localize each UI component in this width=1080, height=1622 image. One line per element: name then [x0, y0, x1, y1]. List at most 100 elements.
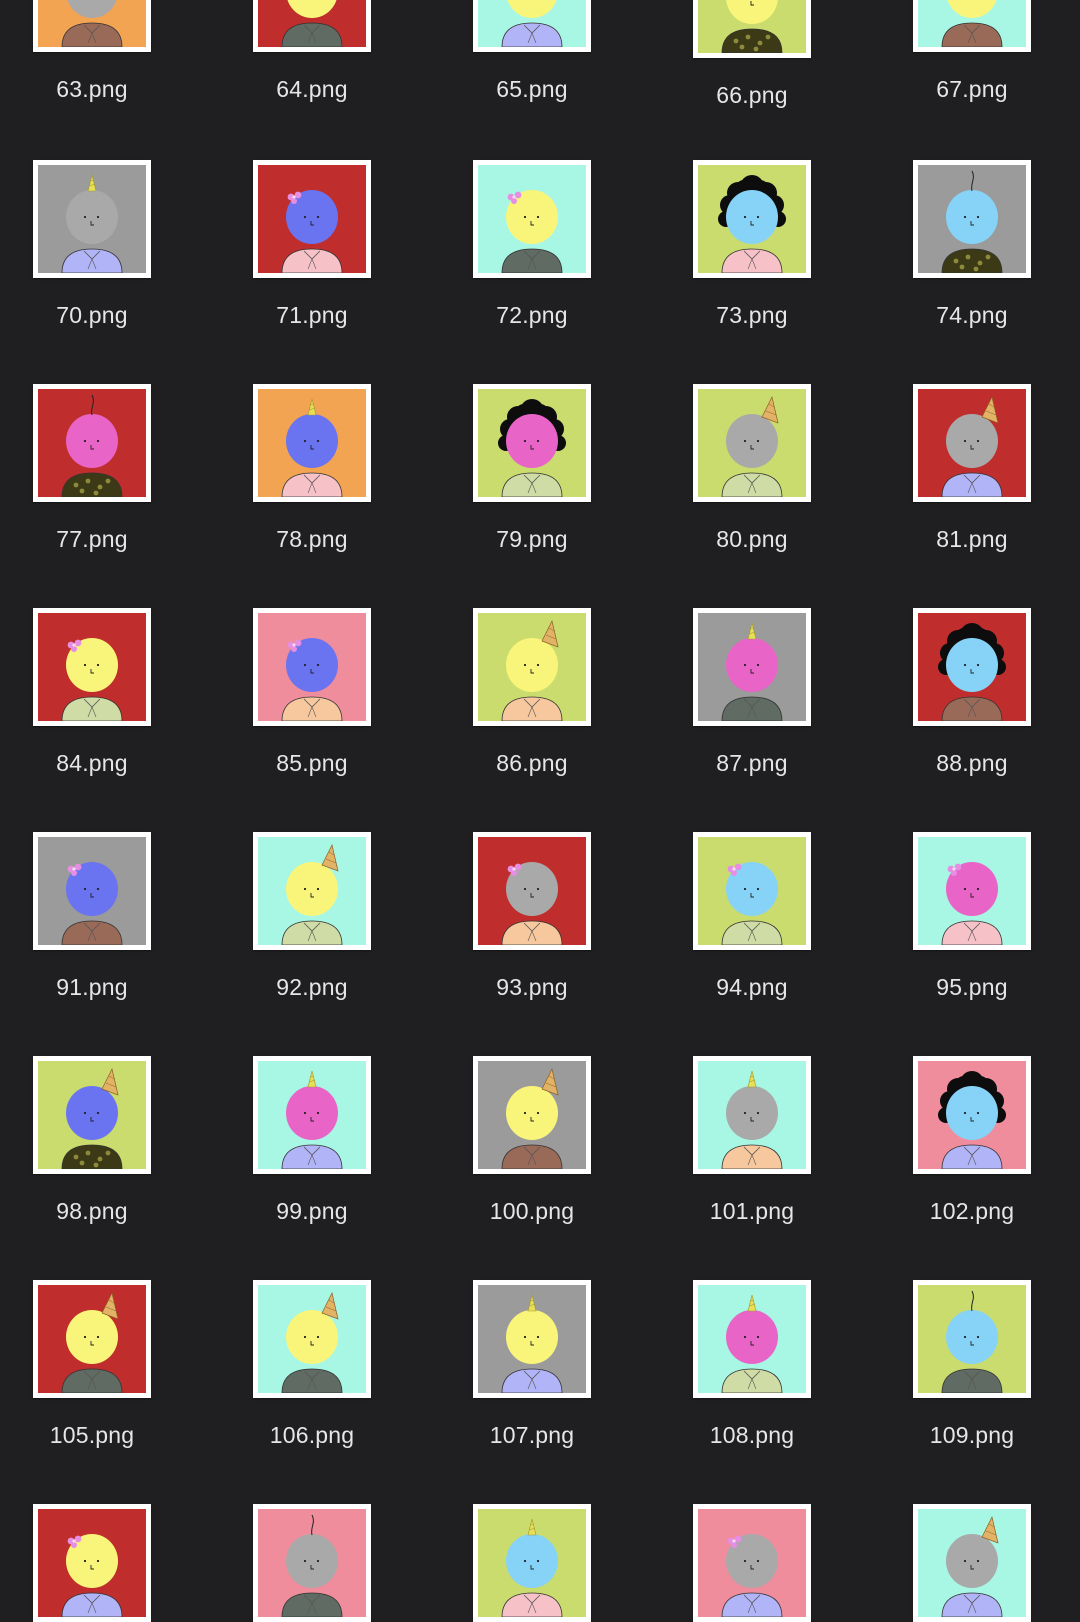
file-name-label[interactable]: 108.png: [709, 1422, 795, 1448]
file-thumbnail[interactable]: [253, 608, 371, 726]
file-thumbnail[interactable]: [913, 1504, 1031, 1622]
file-thumbnail[interactable]: [253, 160, 371, 278]
file-thumbnail[interactable]: [693, 832, 811, 950]
file-thumbnail[interactable]: [473, 1280, 591, 1398]
shirt-shape: [721, 1144, 783, 1169]
avatar-image: [698, 0, 806, 53]
file-thumbnail[interactable]: [913, 160, 1031, 278]
file-name-label[interactable]: 79.png: [496, 526, 568, 552]
shirt-shape: [501, 248, 563, 273]
avatar-image: [918, 165, 1026, 273]
file-name-label[interactable]: 85.png: [276, 750, 348, 776]
avatar-image: [918, 1509, 1026, 1617]
file-name-label[interactable]: 67.png: [936, 76, 1008, 102]
file-thumbnail[interactable]: [33, 1504, 151, 1622]
file-name-label[interactable]: 63.png: [56, 76, 128, 102]
file-thumbnail[interactable]: [693, 160, 811, 278]
file-thumbnail[interactable]: [473, 832, 591, 950]
file-thumbnail[interactable]: [693, 608, 811, 726]
file-name-label[interactable]: 84.png: [56, 750, 128, 776]
file-thumbnail[interactable]: [693, 1504, 811, 1622]
shirt-shape: [721, 1368, 783, 1393]
file-name-label[interactable]: 64.png: [276, 76, 348, 102]
avatar-image: [258, 837, 366, 945]
file-thumbnail[interactable]: [913, 0, 1031, 52]
file-name-label[interactable]: 80.png: [716, 526, 788, 552]
file-name-label[interactable]: 92.png: [276, 974, 348, 1000]
file-name-label[interactable]: 65.png: [496, 76, 568, 102]
shirt-shape: [281, 472, 343, 497]
shirt-shape: [941, 920, 1003, 945]
file-name-label[interactable]: 91.png: [56, 974, 128, 1000]
file-name-label[interactable]: 74.png: [936, 302, 1008, 328]
file-thumbnail[interactable]: [913, 384, 1031, 502]
file-name-label[interactable]: 102.png: [929, 1198, 1015, 1224]
avatar-image: [698, 165, 806, 273]
file-name-label[interactable]: 109.png: [929, 1422, 1015, 1448]
file-name-label[interactable]: 73.png: [716, 302, 788, 328]
file-thumbnail[interactable]: [473, 0, 591, 52]
avatar-image: [258, 165, 366, 273]
avatar-image: [698, 613, 806, 721]
avatar-image: [478, 613, 586, 721]
file-thumbnail[interactable]: [253, 0, 371, 52]
avatar-image: [258, 0, 366, 47]
shirt-shape: [281, 920, 343, 945]
file-name-label[interactable]: 78.png: [276, 526, 348, 552]
file-name-label[interactable]: 106.png: [269, 1422, 355, 1448]
avatar-image: [478, 389, 586, 497]
file-name-label[interactable]: 99.png: [276, 1198, 348, 1224]
file-name-label[interactable]: 95.png: [936, 974, 1008, 1000]
file-thumbnail[interactable]: [33, 608, 151, 726]
file-name-label[interactable]: 72.png: [496, 302, 568, 328]
file-thumbnail[interactable]: [33, 832, 151, 950]
file-thumbnail[interactable]: [473, 608, 591, 726]
file-thumbnail[interactable]: [913, 1280, 1031, 1398]
file-thumbnail[interactable]: [33, 0, 151, 52]
file-thumbnail[interactable]: [473, 1056, 591, 1174]
shirt-shape: [501, 1144, 563, 1169]
file-thumbnail[interactable]: [913, 832, 1031, 950]
file-thumbnail[interactable]: [913, 608, 1031, 726]
file-name-label[interactable]: 70.png: [56, 302, 128, 328]
avatar-image: [478, 165, 586, 273]
file-name-label[interactable]: 88.png: [936, 750, 1008, 776]
file-name-label[interactable]: 93.png: [496, 974, 568, 1000]
file-thumbnail[interactable]: [693, 1280, 811, 1398]
file-thumbnail[interactable]: [693, 384, 811, 502]
file-name-label[interactable]: 66.png: [716, 82, 788, 108]
file-thumbnail[interactable]: [693, 1056, 811, 1174]
file-thumbnail[interactable]: [253, 832, 371, 950]
file-thumbnail[interactable]: [33, 1056, 151, 1174]
file-name-label[interactable]: 77.png: [56, 526, 128, 552]
file-name-label[interactable]: 100.png: [489, 1198, 575, 1224]
avatar-image: [258, 389, 366, 497]
file-name-label[interactable]: 86.png: [496, 750, 568, 776]
file-name-label[interactable]: 105.png: [49, 1422, 135, 1448]
file-thumbnail[interactable]: [253, 1504, 371, 1622]
file-thumbnail[interactable]: [33, 1280, 151, 1398]
file-name-label[interactable]: 71.png: [276, 302, 348, 328]
avatar-image: [38, 837, 146, 945]
shirt-shape: [721, 920, 783, 945]
file-thumbnail[interactable]: [473, 160, 591, 278]
file-thumbnail[interactable]: [473, 1504, 591, 1622]
file-thumbnail[interactable]: [33, 384, 151, 502]
file-name-label[interactable]: 101.png: [709, 1198, 795, 1224]
file-thumbnail[interactable]: [693, 0, 811, 58]
file-name-label[interactable]: 87.png: [716, 750, 788, 776]
file-name-label[interactable]: 81.png: [936, 526, 1008, 552]
file-thumbnail[interactable]: [473, 384, 591, 502]
avatar-image: [478, 1061, 586, 1169]
file-name-label[interactable]: 107.png: [489, 1422, 575, 1448]
file-thumbnail[interactable]: [253, 1280, 371, 1398]
shirt-shape: [281, 22, 343, 47]
file-thumbnail[interactable]: [913, 1056, 1031, 1174]
file-thumbnail[interactable]: [253, 384, 371, 502]
file-name-label[interactable]: 94.png: [716, 974, 788, 1000]
file-thumbnail[interactable]: [253, 1056, 371, 1174]
file-thumbnail[interactable]: [33, 160, 151, 278]
file-name-label[interactable]: 98.png: [56, 1198, 128, 1224]
shirt-shape: [61, 920, 123, 945]
